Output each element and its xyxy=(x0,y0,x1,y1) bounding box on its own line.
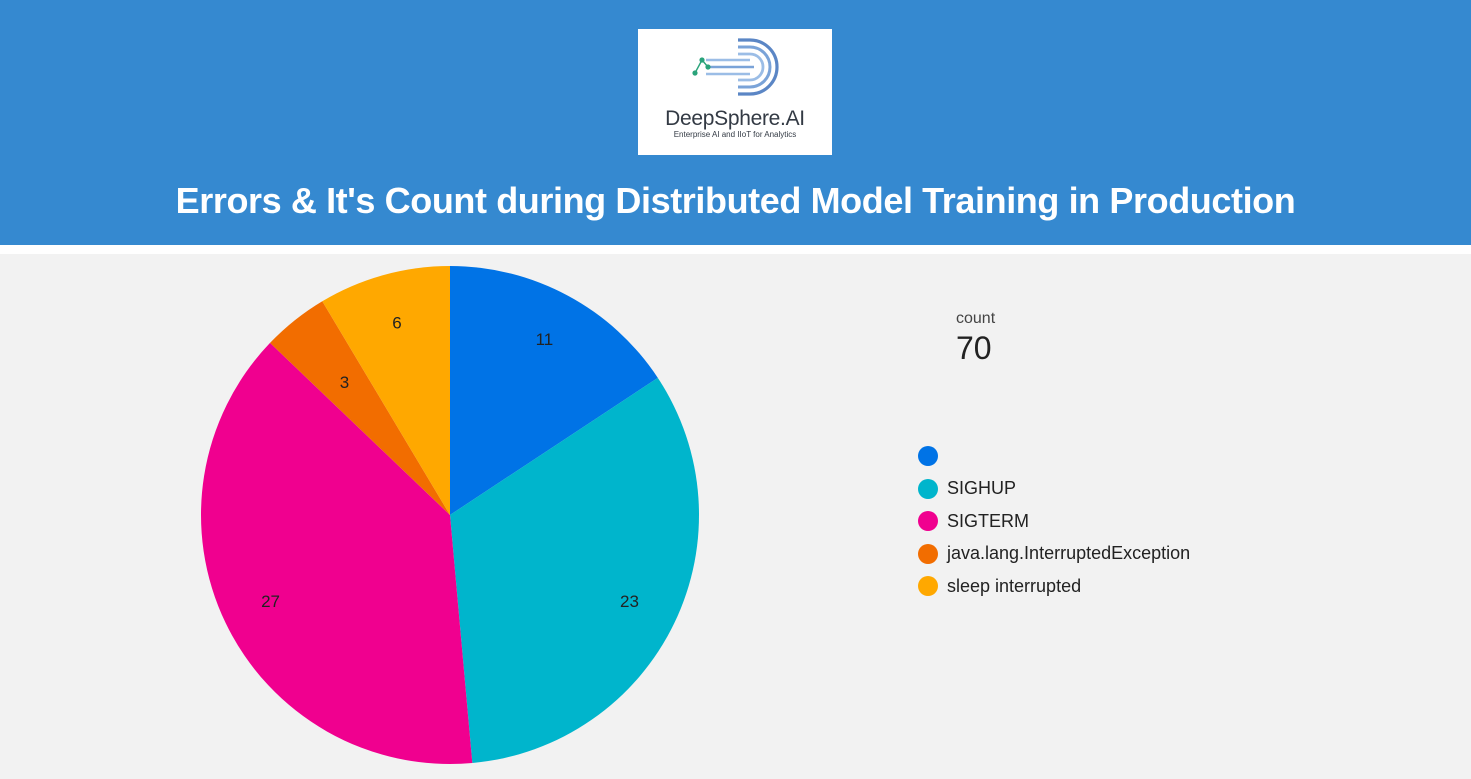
logo-tagline: Enterprise AI and IIoT for Analytics xyxy=(673,130,797,139)
pie-slice-2[interactable] xyxy=(200,342,473,764)
pie-slice-3[interactable] xyxy=(270,301,450,515)
legend-item-1[interactable]: SIGHUP xyxy=(918,473,1190,506)
logo-name: DeepSphere.AI xyxy=(665,107,805,130)
pie-slice-label-2: 27 xyxy=(261,592,280,611)
legend-item-4[interactable]: sleep interrupted xyxy=(918,570,1190,603)
chart-legend: SIGHUP SIGTERM java.lang.InterruptedExcept… xyxy=(918,440,1190,603)
count-scorecard: count 70 xyxy=(956,310,995,367)
pie-slice-0[interactable] xyxy=(450,266,658,515)
pie-slice-label-0: 11 xyxy=(536,330,554,349)
legend-item-2[interactable]: SIGTERM xyxy=(918,505,1190,538)
pie-slice-label-3: 3 xyxy=(340,373,349,392)
deepsphere-logo-mark xyxy=(692,38,779,96)
legend-item-3[interactable]: java.lang.InterruptedException xyxy=(918,538,1190,571)
legend-label-2: SIGTERM xyxy=(947,510,1030,531)
legend-dot-3 xyxy=(918,543,938,564)
legend-item-0[interactable] xyxy=(918,440,1190,473)
pie-chart[interactable]: 11 23 27 3 6 xyxy=(0,254,900,779)
page-title: Errors & It's Count during Distributed M… xyxy=(175,180,1296,221)
pie-slice-label-4: 6 xyxy=(392,313,401,332)
report-header: DeepSphere.AI Enterprise AI and IIoT for… xyxy=(0,0,1471,245)
company-logo: DeepSphere.AI Enterprise AI and IIoT for… xyxy=(638,29,832,155)
pie-slice-4[interactable] xyxy=(322,266,450,515)
legend-label-3: java.lang.InterruptedException xyxy=(947,543,1191,564)
scorecard-label: count xyxy=(956,310,996,327)
pie-slice-label-1: 23 xyxy=(620,592,639,611)
pie-slice-1[interactable] xyxy=(450,377,699,763)
chart-panel: 11 23 27 3 6 count 70 SIGHUP SIGTERM java.lang… xyxy=(0,254,1471,779)
scorecard-value: 70 xyxy=(956,330,992,366)
header-divider xyxy=(0,245,1471,254)
legend-dot-0 xyxy=(918,446,938,467)
legend-dot-2 xyxy=(918,511,938,532)
legend-label-4: sleep interrupted xyxy=(947,575,1082,596)
legend-dot-1 xyxy=(918,478,938,499)
legend-dot-4 xyxy=(918,576,938,597)
legend-label-1: SIGHUP xyxy=(947,478,1017,499)
